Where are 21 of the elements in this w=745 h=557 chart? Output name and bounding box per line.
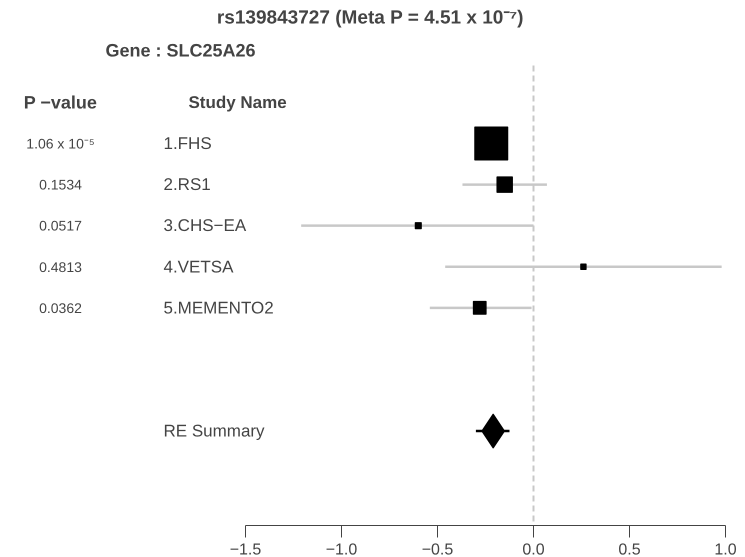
text: 0.0362 <box>39 300 82 316</box>
y-tick-label: 3.CHS−EA <box>163 216 247 236</box>
chart-title: rs139843727 (Meta P = 4.51 x 10⁻⁷) <box>216 8 524 28</box>
x-tick-label: −1.5 <box>230 542 262 557</box>
x-tick-label: 0.0 <box>522 542 545 557</box>
x-tick-label: −0.5 <box>422 542 454 557</box>
text: Study Name <box>188 92 287 112</box>
text: 0.0517 <box>39 218 82 234</box>
x-tick-label: 1.0 <box>714 542 737 557</box>
y-tick-label: 2.RS1 <box>163 175 211 194</box>
y-tick-label: 1.FHS <box>163 134 212 154</box>
y-tick-label: RE Summary <box>163 422 266 441</box>
chart-subtitle: Gene : SLC25A26 <box>106 40 256 60</box>
text: 1.06 x 10⁻⁵ <box>26 136 95 152</box>
y-tick-label: 4.VETSA <box>163 257 234 276</box>
text: 0.4813 <box>39 258 82 275</box>
text: P −value <box>24 92 97 112</box>
text: 0.1534 <box>39 176 82 193</box>
x-tick-label: 0.5 <box>618 542 641 557</box>
x-tick-label: −1.0 <box>326 542 358 557</box>
y-tick-label: 5.MEMENTO2 <box>163 298 274 318</box>
